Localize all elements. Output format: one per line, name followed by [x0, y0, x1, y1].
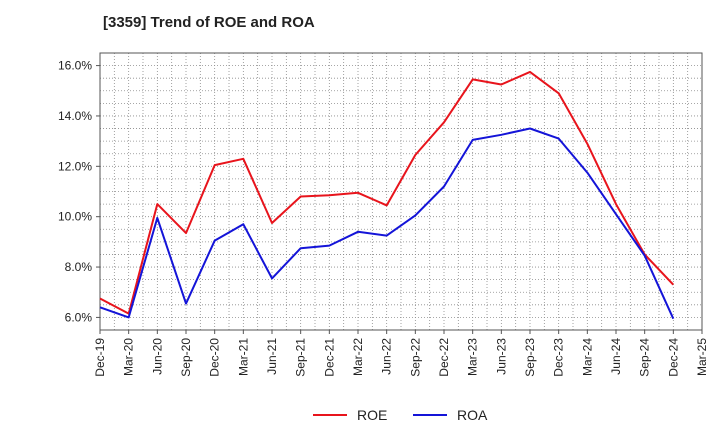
y-tick-label: 14.0%: [58, 109, 92, 123]
legend-swatch: [413, 414, 447, 416]
x-tick-label: Dec-24: [666, 338, 680, 377]
x-tick-label: Dec-21: [322, 338, 336, 377]
x-tick-label: Jun-22: [380, 338, 394, 375]
legend-item-roa: ROA: [413, 404, 487, 426]
x-tick-label: Dec-22: [437, 338, 451, 377]
legend-item-roe: ROE: [313, 404, 387, 426]
chart-title: [3359] Trend of ROE and ROA: [103, 14, 315, 31]
x-tick-label: Dec-20: [208, 338, 222, 377]
x-tick-label: Dec-19: [93, 338, 107, 377]
plot-border: [99, 52, 703, 331]
x-tick-label: Dec-23: [552, 338, 566, 377]
x-tick-label: Jun-21: [265, 338, 279, 375]
x-tick-label: Sep-21: [294, 338, 308, 377]
y-tick-label: 10.0%: [58, 210, 92, 224]
x-tick-label: Sep-23: [523, 338, 537, 377]
x-tick-label: Mar-20: [122, 338, 136, 376]
x-tick-label: Mar-25: [695, 338, 709, 376]
x-tick-label: Mar-24: [580, 338, 594, 376]
y-tick-label: 16.0%: [58, 59, 92, 73]
x-tick-label: Sep-22: [408, 338, 422, 377]
x-tick-label: Sep-24: [638, 338, 652, 377]
x-tick-label: Jun-24: [609, 338, 623, 375]
line-chart: 6.0% 8.0% 10.0% 12.0% 14.0% 16.0% Dec-19 Mar-20…: [58, 52, 709, 377]
x-tick-label: Mar-23: [466, 338, 480, 376]
x-tick-label: Mar-21: [236, 338, 250, 376]
x-tick-label: Jun-20: [150, 338, 164, 375]
x-tick-label: Jun-23: [494, 338, 508, 375]
y-tick-label: 8.0%: [65, 260, 93, 274]
x-tick-label: Mar-22: [351, 338, 365, 376]
y-tick-label: 6.0%: [65, 310, 93, 324]
legend-swatch: [313, 414, 347, 416]
x-tick-label: Sep-20: [179, 338, 193, 377]
legend: ROE ROA: [0, 404, 720, 426]
series-line-roe: [99, 70, 675, 315]
series-line-roa: [99, 127, 675, 320]
y-tick-label: 12.0%: [58, 159, 92, 173]
legend-label: ROA: [457, 407, 488, 423]
legend-label: ROE: [357, 407, 388, 423]
